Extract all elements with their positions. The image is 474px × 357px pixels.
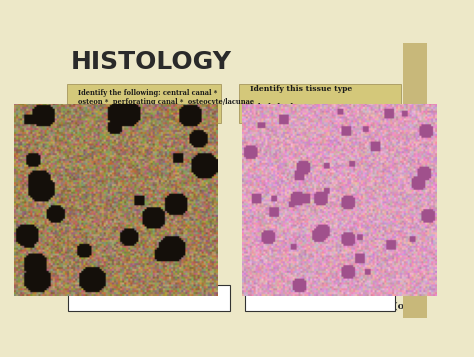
Text: Tissue type: Tissue type <box>254 278 294 286</box>
Text: Identify this tissue type

label the boxes.: Identify this tissue type label the boxe… <box>250 85 353 111</box>
Text: Identify the following: central canal *
osteon *  perforating canal *  osteocyte: Identify the following: central canal * … <box>78 89 254 106</box>
Text: 4 (of 4): 4 (of 4) <box>383 302 422 311</box>
FancyBboxPatch shape <box>59 43 403 84</box>
FancyBboxPatch shape <box>403 43 427 318</box>
FancyBboxPatch shape <box>259 106 333 128</box>
FancyBboxPatch shape <box>245 285 395 311</box>
Text: Tissue type: Tissue type <box>78 278 118 286</box>
FancyBboxPatch shape <box>66 84 221 122</box>
FancyBboxPatch shape <box>61 187 116 209</box>
FancyBboxPatch shape <box>259 154 333 176</box>
FancyBboxPatch shape <box>61 145 116 166</box>
Text: Chapter 6 Lab Homework: Chapter 6 Lab Homework <box>412 136 417 225</box>
FancyBboxPatch shape <box>68 285 230 311</box>
FancyBboxPatch shape <box>80 238 135 258</box>
FancyBboxPatch shape <box>131 106 201 128</box>
FancyBboxPatch shape <box>259 198 333 220</box>
Text: HISTOLOGY: HISTOLOGY <box>70 50 231 74</box>
FancyBboxPatch shape <box>239 84 401 122</box>
